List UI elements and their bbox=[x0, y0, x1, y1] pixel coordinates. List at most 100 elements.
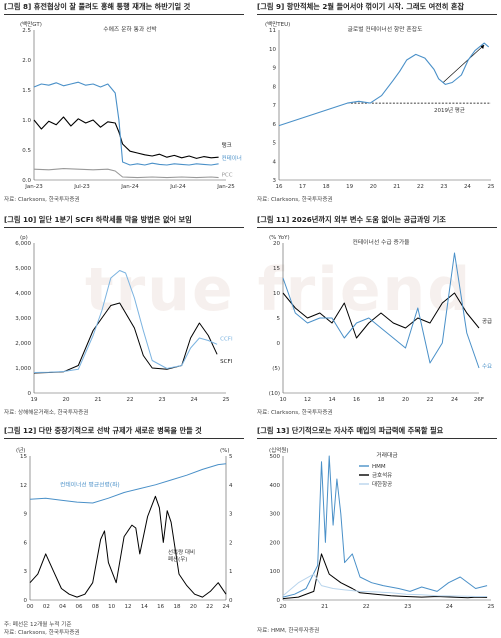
legend-label: 금호석유 bbox=[372, 471, 392, 479]
series-line-0 bbox=[278, 42, 490, 127]
series-annotation: 선복량 대비 bbox=[168, 548, 195, 556]
x-tick-label: 20 bbox=[280, 604, 287, 610]
x-tick-label: 25 bbox=[223, 397, 230, 403]
chart-svg: (10) (5) 0 5 10 15 20 10 12 14 16 18 20 22 24 26F (% YoY… bbox=[269, 235, 492, 403]
y-tick-label: 5 bbox=[273, 141, 277, 147]
y-tick-label: 10 bbox=[269, 47, 276, 53]
legend-label: 수요 bbox=[482, 363, 492, 370]
series-line-0 bbox=[282, 292, 480, 339]
x-tick-label: 14 bbox=[329, 397, 336, 403]
series-line-0 bbox=[33, 302, 218, 374]
x-tick-label: 20 bbox=[370, 184, 377, 190]
y-tick-label: (5) bbox=[272, 366, 280, 372]
x-tick-label: 14 bbox=[141, 604, 148, 610]
y-tick-label-right: 2 bbox=[229, 540, 233, 546]
x-tick-label: 00 bbox=[27, 604, 34, 610]
x-tick-label: 16 bbox=[157, 604, 164, 610]
x-tick-label: 02 bbox=[43, 604, 50, 610]
y-tick-label: 1.5 bbox=[22, 88, 31, 94]
y-tick-label: 2.0 bbox=[22, 58, 31, 64]
x-tick-label: 06 bbox=[76, 604, 83, 610]
x-tick-label: 21 bbox=[95, 397, 102, 403]
y-axis-label: (십억원) bbox=[269, 446, 288, 454]
x-tick-label: 25 bbox=[488, 184, 495, 190]
x-tick-label: Jan-23 bbox=[24, 184, 43, 190]
y-tick-label: 7 bbox=[273, 103, 277, 109]
x-tick-label: 19 bbox=[346, 184, 353, 190]
y-tick-label: 9 bbox=[273, 66, 277, 72]
x-tick-label: 12 bbox=[304, 397, 311, 403]
chart-panel-8: [그림 8] 휴전협상이 잘 풀려도 홍해 통행 재개는 하반기일 것 0.0 0.… bbox=[4, 0, 244, 205]
y-tick-label: 5,000 bbox=[15, 266, 31, 272]
x-tick-label: 25 bbox=[488, 604, 495, 610]
x-tick-label: 19 bbox=[31, 397, 38, 403]
series-line-1 bbox=[33, 81, 219, 166]
y-tick-label: 6 bbox=[273, 122, 277, 128]
x-tick-label: 22 bbox=[363, 604, 370, 610]
chart-title: [그림 8] 휴전협상이 잘 풀려도 홍해 통행 재개는 하반기일 것 bbox=[4, 0, 244, 15]
x-tick-label: Jan-24 bbox=[120, 184, 139, 190]
x-tick-label: 21 bbox=[321, 604, 328, 610]
y-tick-label: 0.0 bbox=[22, 178, 31, 184]
chart-svg: 0.0 0.5 1.0 1.5 2.0 2.5 Jan-23 Jul-23 Jan-24 Jul-… bbox=[20, 20, 242, 190]
y-tick-label: 3 bbox=[273, 178, 277, 184]
x-tick-label: Jul-24 bbox=[169, 184, 186, 190]
x-tick-label: 20 bbox=[402, 397, 409, 403]
y-axis-label: (년) bbox=[16, 446, 25, 454]
chart-title: [그림 13] 단기적으로는 자사주 매입의 파급력에 주목할 필요 bbox=[257, 424, 497, 439]
chart-title: [그림 9] 항만적체는 2월 들어서야 꺾이기 시작. 그래도 여전히 혼잡 bbox=[257, 0, 497, 15]
series-line-0 bbox=[33, 116, 219, 159]
x-tick-label: 10 bbox=[108, 604, 115, 610]
x-tick-label: 22 bbox=[206, 604, 213, 610]
chart-source: 자료: HMM, 한국투자증권 bbox=[257, 628, 320, 634]
x-tick-label: 21 bbox=[393, 184, 400, 190]
y-tick-label: 0 bbox=[24, 598, 28, 604]
y-tick-label: 4,000 bbox=[15, 291, 31, 297]
y-tick-label: 12 bbox=[20, 483, 27, 489]
x-tick-label: 22 bbox=[427, 397, 434, 403]
y-tick-label: 6,000 bbox=[15, 241, 31, 247]
y-tick-label: 3,000 bbox=[15, 316, 31, 322]
y-tick-label: 0 bbox=[277, 598, 281, 604]
y-tick-label-right: 5 bbox=[229, 454, 233, 460]
chart-title: [그림 10] 일단 1분기 SCFI 하락세를 막을 방법은 없어 보임 bbox=[4, 213, 244, 228]
x-tick-label: 24 bbox=[451, 397, 458, 403]
y-tick-label: 300 bbox=[270, 512, 281, 518]
y-axis-label: (% YoY) bbox=[269, 235, 290, 241]
chart-panel-11: [그림 11] 2026년까지 외부 변수 도움 없이는 공급과잉 기조 (10)… bbox=[257, 213, 497, 418]
chart-panel-9: [그림 9] 항만적체는 2월 들어서야 꺾이기 시작. 그래도 여전히 혼잡 3… bbox=[257, 0, 497, 205]
x-tick-label: 23 bbox=[404, 604, 411, 610]
x-tick-label: 16 bbox=[353, 397, 360, 403]
series-line-0 bbox=[29, 463, 227, 504]
x-tick-label: 26F bbox=[474, 397, 484, 403]
chart-source: 자료: 상해해운거래소, 한국투자증권 bbox=[4, 410, 89, 416]
y-tick-label: 4 bbox=[273, 159, 277, 165]
y-tick-label: 0.5 bbox=[22, 148, 31, 154]
y-axis-label-right: (%) bbox=[220, 448, 230, 454]
series-line-1 bbox=[29, 495, 227, 598]
y-tick-label: 100 bbox=[270, 569, 281, 575]
y-tick-label-right: 0 bbox=[229, 598, 233, 604]
x-tick-label: 20 bbox=[63, 397, 70, 403]
chart-annotation: 수에즈 운하 통과 선박 bbox=[103, 25, 157, 33]
y-tick-label: 9 bbox=[24, 512, 28, 518]
x-tick-label: Jan-25 bbox=[216, 184, 235, 190]
chart-panel-10: [그림 10] 일단 1분기 SCFI 하락세를 막을 방법은 없어 보임 0 1,… bbox=[4, 213, 244, 418]
series-line-1 bbox=[33, 270, 218, 373]
x-tick-label: 24 bbox=[191, 397, 198, 403]
y-tick-label: 2,000 bbox=[15, 341, 31, 347]
y-tick-label-right: 4 bbox=[229, 483, 233, 489]
x-tick-label: 24 bbox=[446, 604, 453, 610]
x-tick-label: Jul-23 bbox=[73, 184, 90, 190]
chart-annotation: 거래대금 bbox=[376, 451, 398, 459]
series-line-1 bbox=[282, 553, 488, 600]
chart-source: 주: 폐선은 12개월 누적 기준 자료: Clarksons, 한국투자증권 bbox=[4, 622, 80, 636]
x-tick-label: 17 bbox=[299, 184, 306, 190]
legend-label: PCC bbox=[222, 172, 233, 178]
chart-source: 자료: Clarksons, 한국투자증권 bbox=[257, 197, 333, 203]
legend-label: 대한항공 bbox=[372, 480, 392, 488]
y-tick-label: 15 bbox=[273, 266, 280, 272]
x-tick-label: 16 bbox=[276, 184, 283, 190]
y-tick-label: (10) bbox=[269, 391, 280, 397]
